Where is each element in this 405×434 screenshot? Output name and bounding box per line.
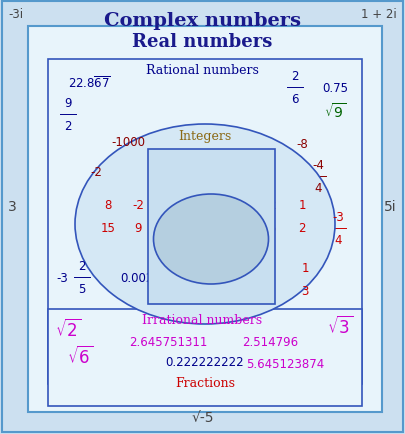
Text: 5.645123874: 5.645123874 bbox=[246, 358, 324, 371]
Text: 9: 9 bbox=[64, 97, 72, 110]
Text: Real numbers: Real numbers bbox=[132, 33, 273, 51]
Text: 2: 2 bbox=[298, 221, 306, 234]
FancyBboxPatch shape bbox=[48, 60, 362, 384]
Text: 3: 3 bbox=[301, 284, 309, 297]
Text: $\sqrt{6}$: $\sqrt{6}$ bbox=[67, 345, 93, 367]
Text: -3: -3 bbox=[56, 271, 68, 284]
Text: 2: 2 bbox=[78, 260, 86, 273]
Text: -1000: -1000 bbox=[111, 135, 145, 148]
Text: 4: 4 bbox=[207, 228, 215, 241]
Text: 2: 2 bbox=[268, 198, 276, 211]
Text: -3: -3 bbox=[332, 210, 344, 224]
Text: $\sqrt{2}$: $\sqrt{2}$ bbox=[55, 318, 81, 340]
Text: 1: 1 bbox=[301, 261, 309, 274]
Text: 2: 2 bbox=[291, 70, 299, 83]
Text: 2: 2 bbox=[170, 229, 180, 244]
Text: 15: 15 bbox=[100, 221, 115, 234]
Text: -2: -2 bbox=[132, 198, 144, 211]
FancyBboxPatch shape bbox=[28, 27, 382, 412]
Text: $\sqrt{3}$: $\sqrt{3}$ bbox=[327, 315, 353, 337]
Ellipse shape bbox=[153, 194, 269, 284]
Text: -3i: -3i bbox=[8, 8, 23, 21]
Text: 5: 5 bbox=[78, 283, 86, 295]
Text: -8: -8 bbox=[296, 138, 308, 151]
Text: 0.75: 0.75 bbox=[322, 81, 348, 94]
Text: 5: 5 bbox=[268, 221, 276, 234]
Text: Fractions: Fractions bbox=[175, 376, 235, 389]
Text: -2: -2 bbox=[90, 166, 102, 179]
Ellipse shape bbox=[75, 125, 335, 324]
Text: 2.514796: 2.514796 bbox=[242, 336, 298, 349]
FancyBboxPatch shape bbox=[48, 309, 362, 406]
Text: 2.645751311: 2.645751311 bbox=[129, 336, 207, 349]
Text: 6: 6 bbox=[291, 93, 299, 106]
Text: Natural
Numbers: Natural Numbers bbox=[182, 207, 240, 231]
Text: 0.222222222: 0.222222222 bbox=[166, 356, 244, 368]
Text: $\sqrt{9}$: $\sqrt{9}$ bbox=[199, 220, 221, 235]
Text: $\sqrt{9}$: $\sqrt{9}$ bbox=[324, 102, 346, 121]
Text: 0.0025: 0.0025 bbox=[120, 271, 161, 284]
Text: 4: 4 bbox=[334, 233, 342, 247]
Text: 5i: 5i bbox=[384, 200, 397, 214]
Text: 9: 9 bbox=[134, 221, 142, 234]
Text: $22.8\overline{67}$: $22.8\overline{67}$ bbox=[68, 75, 111, 91]
Text: Whole numbers: Whole numbers bbox=[165, 154, 258, 167]
Text: 3: 3 bbox=[8, 200, 17, 214]
Text: Irrational numbers: Irrational numbers bbox=[143, 313, 262, 326]
Text: Rational numbers: Rational numbers bbox=[146, 64, 259, 77]
Text: Integers: Integers bbox=[178, 130, 232, 143]
Text: 8: 8 bbox=[240, 229, 250, 244]
Text: 0: 0 bbox=[243, 255, 253, 270]
FancyBboxPatch shape bbox=[148, 150, 275, 304]
Text: 4: 4 bbox=[207, 251, 215, 264]
Text: √-5: √-5 bbox=[191, 410, 214, 424]
Text: 2: 2 bbox=[64, 120, 72, 133]
Text: -4: -4 bbox=[312, 159, 324, 171]
Text: 1: 1 bbox=[298, 198, 306, 211]
Text: 4: 4 bbox=[314, 181, 322, 194]
Text: 8: 8 bbox=[104, 198, 112, 211]
Text: 1 + 2i: 1 + 2i bbox=[361, 8, 397, 21]
Text: Complex numbers: Complex numbers bbox=[104, 12, 301, 30]
